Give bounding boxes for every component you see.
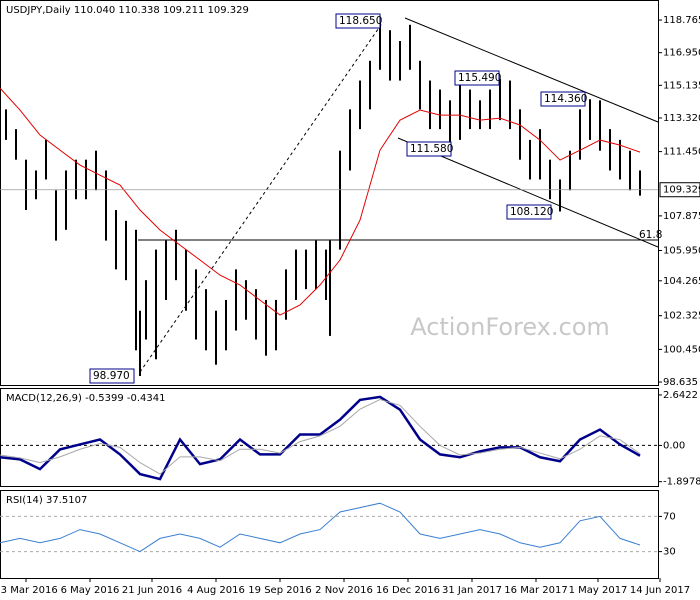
annotation: 111.580	[410, 143, 453, 155]
annotation: 115.490	[458, 72, 501, 84]
annotation-box	[454, 70, 500, 86]
x-tick-label: 31 Jan 2017	[442, 585, 502, 596]
x-tick-label: 14 Jun 2017	[630, 585, 690, 596]
y-tick-label: -1.8978	[663, 477, 700, 488]
swing-line	[139, 21, 384, 373]
x-tick-label: 2 Nov 2016	[315, 585, 373, 596]
y-tick-label: 70	[663, 511, 676, 522]
y-tick-label: 113.320	[663, 113, 700, 124]
series-line	[0, 395, 641, 481]
y-tick-label: 30	[663, 547, 676, 558]
x-tick-label: 1 May 2017	[569, 585, 628, 596]
annotation: 98.970	[93, 370, 130, 382]
annotation-box	[506, 204, 552, 220]
series-line	[0, 399, 641, 475]
moving-average	[0, 87, 641, 316]
annotation-box	[406, 141, 452, 157]
x-tick-label: 16 Mar 2017	[504, 585, 567, 596]
series-line	[0, 502, 641, 553]
y-tick-label: 0.00	[663, 440, 685, 451]
annotation-box	[540, 91, 586, 107]
annotation-box	[89, 368, 135, 384]
y-tick-label: 102.325	[663, 311, 700, 322]
y-tick-label: 2.6422	[663, 390, 698, 401]
price-panel	[0, 0, 659, 386]
y-tick-label: 100.450	[663, 344, 700, 355]
annotation: 114.360	[544, 93, 587, 105]
x-tick-label: 23 Mar 2016	[0, 585, 58, 596]
y-tick-label: 115.135	[663, 80, 700, 91]
y-tick-label: 118.765	[663, 15, 700, 26]
channel-upper	[404, 17, 659, 123]
watermark: ActionForex.com	[410, 313, 610, 341]
y-tick-label: 98.635	[663, 377, 698, 388]
x-tick-label: 4 Aug 2016	[187, 585, 245, 596]
y-tick-label: 107.875	[663, 211, 700, 222]
annotation: 108.120	[510, 206, 553, 218]
y-tick-label: 105.950	[663, 245, 700, 256]
y-tick-label: 116.950	[663, 48, 700, 59]
annotation: 118.650	[339, 15, 382, 27]
annotation: 61.8	[639, 229, 662, 241]
rsi-title: RSI(14) 37.5107	[6, 495, 87, 506]
last-price-box	[659, 182, 700, 198]
chart-title: USDJPY,Daily 110.040 110.338 109.211 109…	[6, 5, 249, 16]
x-tick-label: 16 Dec 2016	[376, 585, 440, 596]
macd-panel	[0, 388, 659, 487]
x-tick-label: 6 May 2016	[61, 585, 120, 596]
x-tick-label: 21 Jun 2016	[122, 585, 182, 596]
y-tick-label: 104.265	[663, 276, 700, 287]
last-price-label: 109.329	[663, 185, 700, 196]
annotation-box	[335, 13, 381, 29]
y-tick-label: 111.450	[663, 147, 700, 158]
macd-title: MACD(12,26,9) -0.5399 -0.4341	[6, 393, 166, 404]
x-tick-label: 19 Sep 2016	[248, 585, 311, 596]
rsi-panel	[0, 490, 659, 579]
